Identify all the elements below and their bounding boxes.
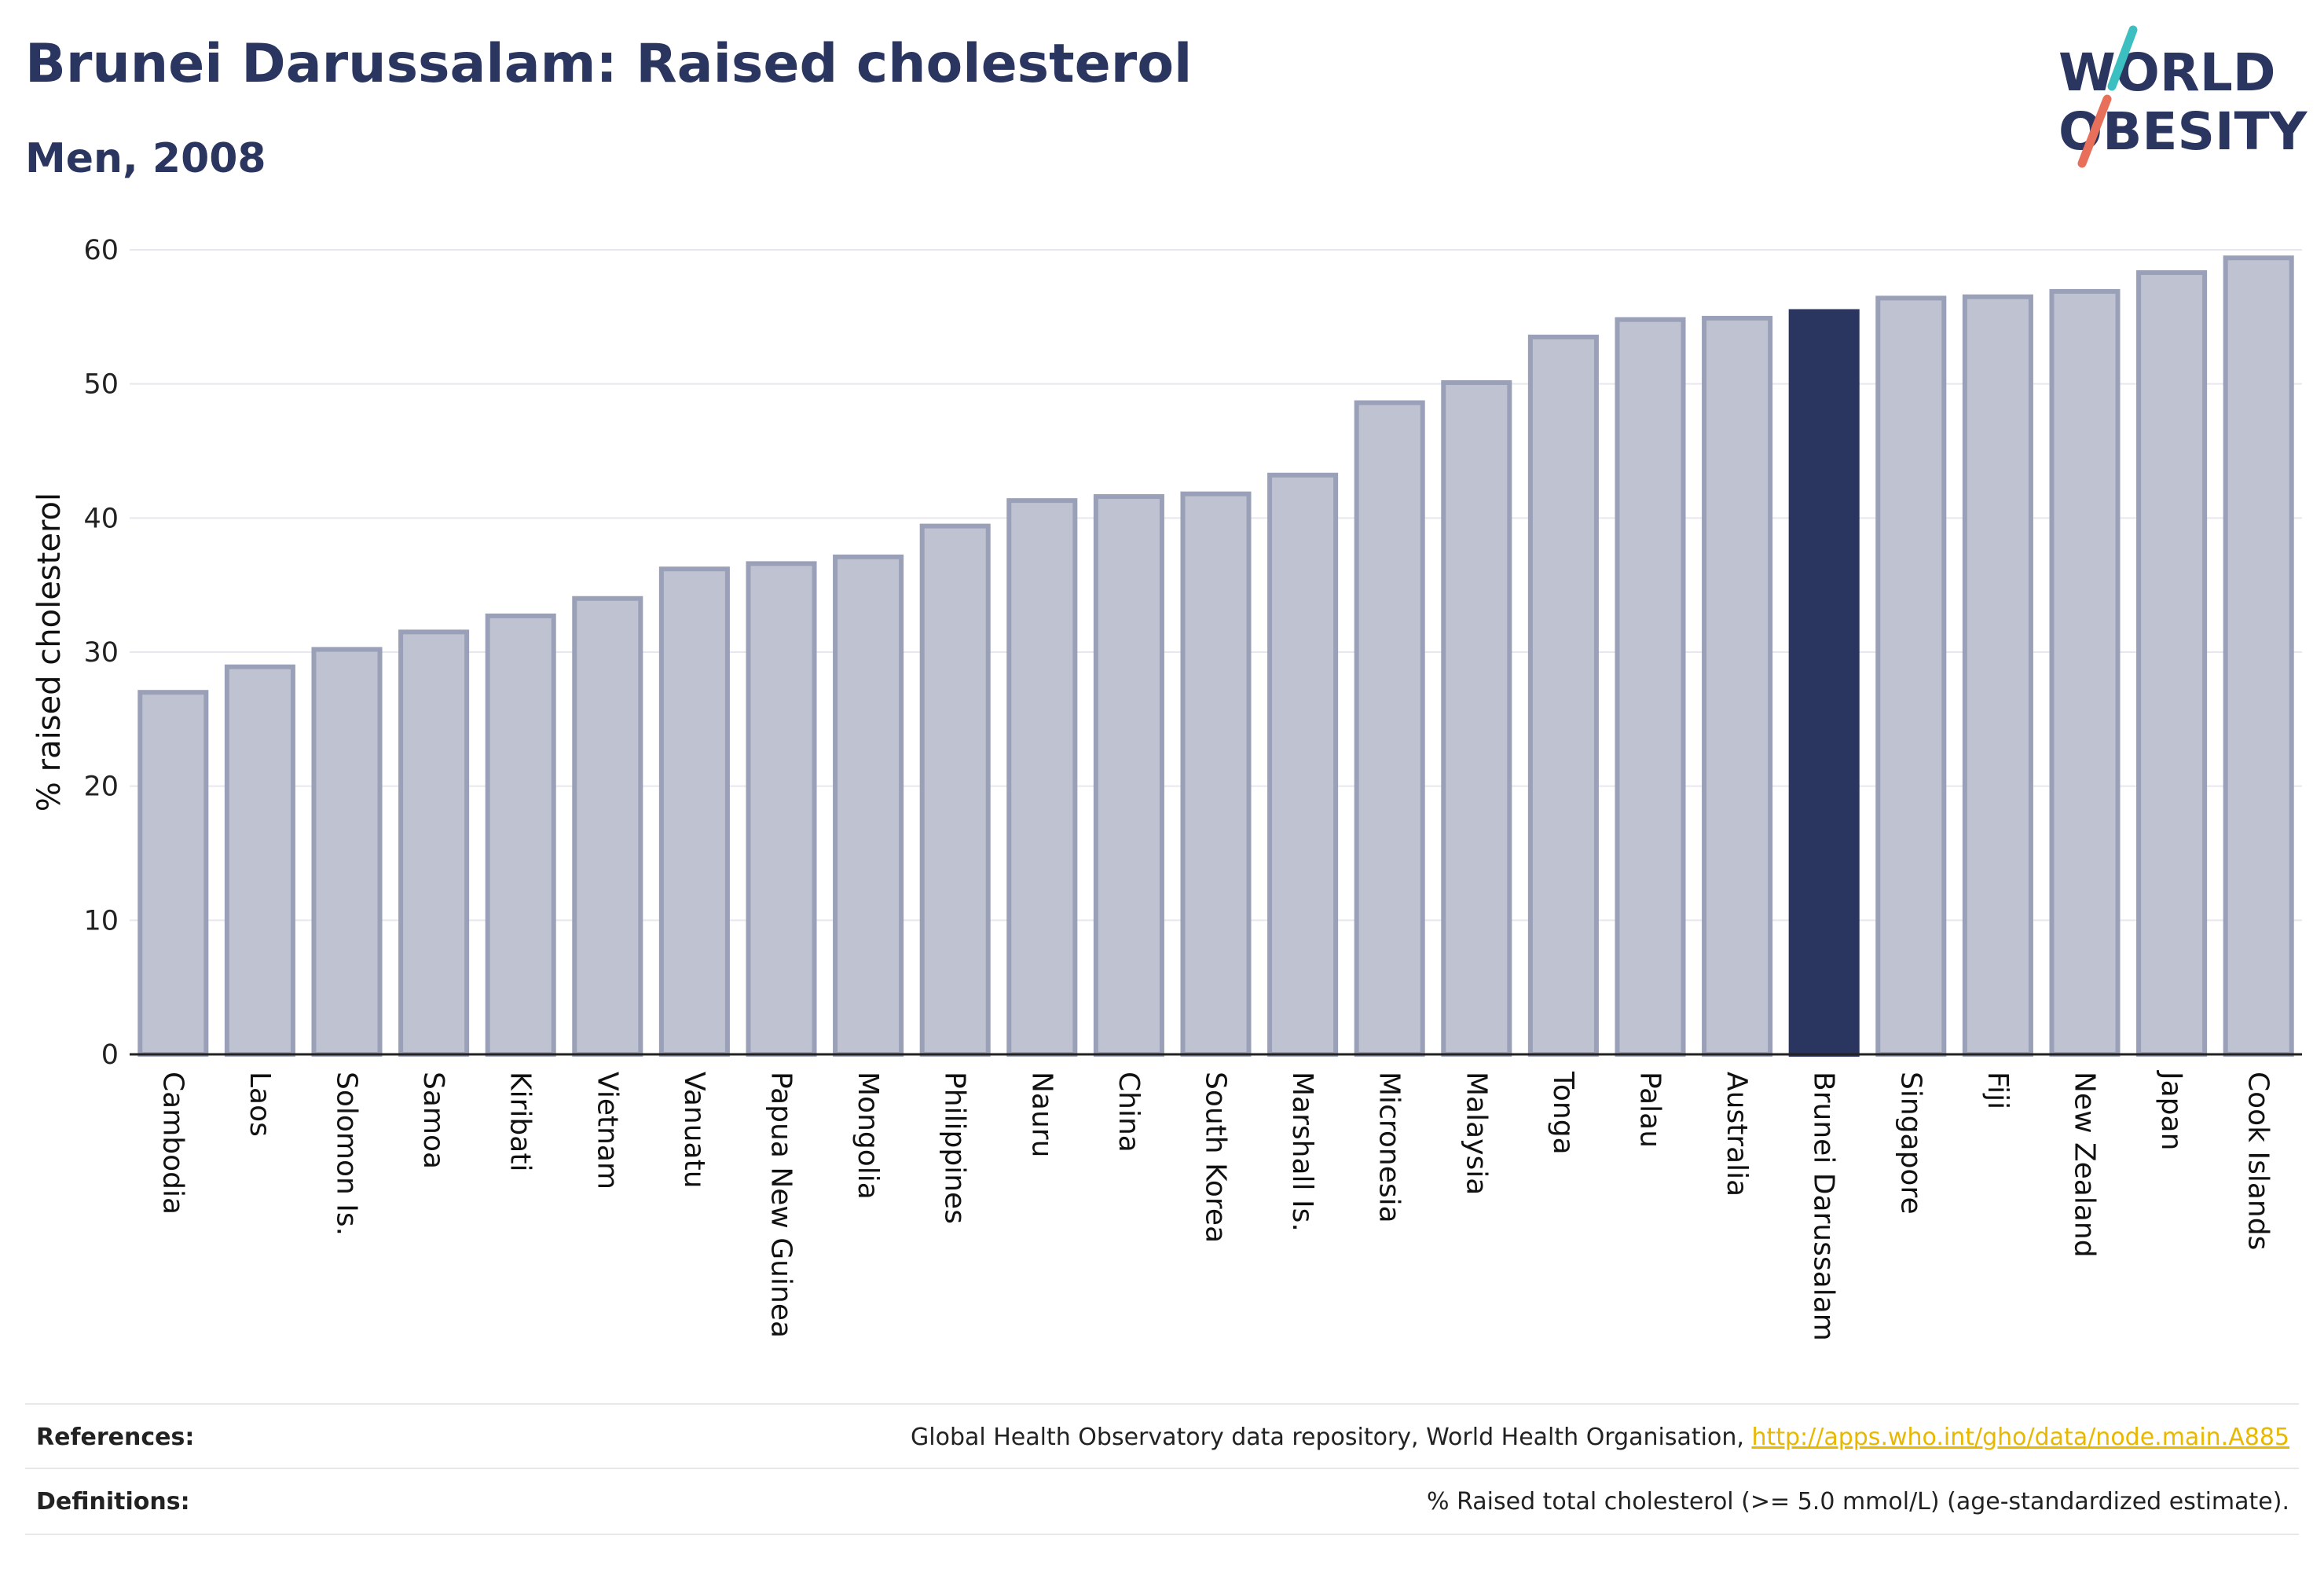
logo-line-1: WORLD	[2058, 42, 2276, 103]
references-row: References: Global Health Observatory da…	[25, 1403, 2299, 1469]
bar-philippines	[919, 523, 991, 1057]
references-text: Global Health Observatory data repositor…	[911, 1424, 2299, 1451]
x-tick-label: Singapore	[1894, 1072, 1926, 1215]
x-tick-label: Marshall Is.	[1286, 1072, 1318, 1232]
x-tick-label: Fiji	[1981, 1072, 2014, 1109]
references-source: Global Health Observatory data repositor…	[911, 1423, 1752, 1451]
x-tick-label: Cambodia	[156, 1072, 189, 1215]
bar-vanuatu	[658, 566, 730, 1057]
x-tick-label: Japan	[2155, 1070, 2187, 1150]
bar-fiji	[1962, 294, 2033, 1057]
x-tick-label: Australia	[1721, 1072, 1753, 1197]
y-tick-label: 30	[83, 637, 119, 669]
bar-nauru	[1006, 498, 1078, 1057]
y-tick-label: 10	[83, 905, 119, 936]
bar-new-zealand	[2049, 288, 2121, 1057]
bar-micronesia	[1354, 400, 1425, 1057]
references-link[interactable]: http://apps.who.int/gho/data/node.main.A…	[1751, 1423, 2289, 1451]
references-label: References:	[36, 1423, 195, 1451]
x-tick-label: China	[1113, 1072, 1145, 1153]
x-tick-label: Mongolia	[852, 1072, 884, 1200]
y-tick-label: 60	[83, 235, 119, 266]
footer: References: Global Health Observatory da…	[25, 1403, 2299, 1535]
x-tick-label: Kiribati	[504, 1072, 537, 1171]
world-obesity-logo: WORLD OBESITY	[2058, 25, 2308, 168]
bar-australia	[1702, 316, 1773, 1057]
bar-kiribati	[485, 613, 556, 1057]
bar-laos	[224, 664, 295, 1057]
x-tick-label: Palau	[1634, 1072, 1666, 1148]
bar-malaysia	[1441, 379, 1512, 1057]
bar-cambodia	[137, 690, 209, 1057]
bar-solomon-is-	[311, 647, 383, 1057]
x-tick-label: Nauru	[1025, 1072, 1058, 1157]
y-tick-label: 50	[83, 369, 119, 401]
logo-slash-teal	[2107, 25, 2138, 91]
bar-papua-new-guinea	[746, 561, 817, 1057]
bars	[137, 255, 2294, 1057]
x-axis-labels: Cambodia Laos Solomon Is. Samoa Kiribati Viet…	[156, 1070, 2274, 1341]
x-tick-label: Solomon Is.	[331, 1072, 363, 1236]
y-tick-label: 0	[101, 1039, 119, 1071]
bar-chart: 0 10 20 30 40 50 60 Cambodia Laos Solomon Is. Sam…	[31, 235, 2302, 1341]
x-tick-label: Brunei Darussalam	[1808, 1072, 1840, 1341]
y-axis-title: % raised cholesterol	[31, 493, 68, 812]
x-tick-label: Papua New Guinea	[765, 1072, 797, 1338]
x-tick-label: New Zealand	[2069, 1072, 2101, 1258]
x-tick-label: South Korea	[1200, 1072, 1232, 1243]
bar-marshall-is-	[1267, 472, 1339, 1057]
chart-subtitle: Men, 2008	[25, 135, 266, 182]
x-tick-label: Malaysia	[1460, 1072, 1492, 1195]
bar-singapore	[1875, 295, 1947, 1057]
x-tick-label: Cook Islands	[2242, 1072, 2275, 1250]
bar-tonga	[1527, 334, 1599, 1057]
x-tick-label: Laos	[244, 1072, 276, 1137]
x-tick-label: Micronesia	[1373, 1072, 1406, 1223]
y-axis-ticks: 0 10 20 30 40 50 60	[83, 235, 119, 1071]
bar-vietnam	[572, 596, 643, 1057]
bar-china	[1093, 494, 1164, 1057]
logo-slash-coral	[2077, 94, 2112, 168]
bar-samoa	[398, 629, 470, 1057]
definitions-label: Definitions:	[36, 1487, 190, 1516]
bar-japan	[2136, 270, 2208, 1057]
definitions-row: Definitions: % Raised total cholesterol …	[25, 1468, 2299, 1535]
y-tick-label: 40	[83, 503, 119, 534]
x-tick-label: Philippines	[939, 1072, 971, 1224]
bar-palau	[1615, 317, 1686, 1057]
x-tick-label: Tonga	[1547, 1071, 1579, 1155]
x-tick-label: Samoa	[417, 1072, 449, 1169]
y-tick-label: 20	[83, 772, 119, 803]
x-tick-label: Vanuatu	[678, 1072, 710, 1189]
x-tick-label: Vietnam	[591, 1072, 623, 1189]
bar-mongolia	[833, 554, 904, 1057]
chart-title: Brunei Darussalam: Raised cholesterol	[25, 33, 1193, 95]
bar-brunei-darussalam	[1788, 309, 1860, 1057]
bar-cook-islands	[2223, 255, 2294, 1057]
bar-south-korea	[1180, 491, 1252, 1057]
definitions-text: % Raised total cholesterol (>= 5.0 mmol/…	[1427, 1487, 2289, 1516]
